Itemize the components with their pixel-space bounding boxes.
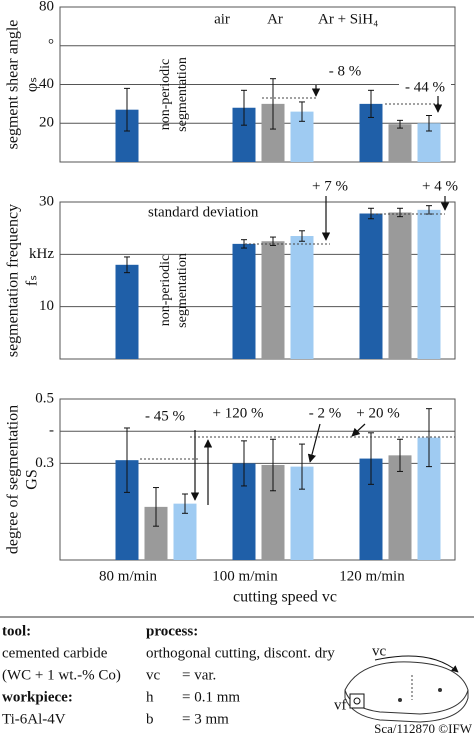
bar bbox=[290, 466, 314, 560]
annotation: standard deviation bbox=[148, 204, 259, 220]
param-value: = 3 mm bbox=[182, 711, 229, 727]
note: segmentation bbox=[175, 253, 190, 328]
annotation: - 44 % bbox=[405, 79, 445, 95]
y-tick-label: - bbox=[49, 423, 54, 439]
annotation: + 7 % bbox=[312, 178, 348, 194]
bar bbox=[115, 109, 139, 162]
bar bbox=[290, 236, 314, 359]
legend-label: Ar bbox=[267, 11, 283, 27]
bar bbox=[388, 455, 412, 560]
y-axis-label: fₛ bbox=[24, 275, 41, 286]
y-tick-label: kHz bbox=[29, 246, 54, 262]
bar bbox=[115, 264, 139, 359]
note: non-periodic bbox=[158, 255, 173, 327]
legend-label: air bbox=[214, 11, 230, 27]
bar bbox=[417, 209, 441, 359]
annotation-bg bbox=[299, 405, 351, 423]
annotation: + 120 % bbox=[213, 405, 264, 421]
bar bbox=[359, 458, 383, 560]
y-tick-label: 20 bbox=[39, 115, 54, 131]
y-tick-label: 40 bbox=[39, 76, 54, 92]
bar bbox=[232, 463, 256, 560]
bar bbox=[261, 103, 285, 162]
x-axis-label: cutting speed vc bbox=[233, 589, 337, 606]
bar bbox=[388, 124, 412, 162]
y-axis-label: φₛ bbox=[24, 77, 41, 92]
bar bbox=[144, 506, 168, 560]
process-description: orthogonal cutting, discont. dry bbox=[146, 645, 335, 661]
annotation-bg bbox=[146, 204, 268, 222]
y-tick-label: 80 bbox=[39, 0, 54, 14]
workpiece-value: Ti-6Al-4V bbox=[2, 711, 66, 727]
y-axis-label: degree of segmentation bbox=[5, 405, 22, 554]
annotation-bg bbox=[352, 405, 404, 423]
diagram-label: vc bbox=[372, 643, 387, 659]
x-tick-label: 120 m/min bbox=[339, 568, 405, 584]
tool-line: (WC + 1 wt.-% Co) bbox=[2, 667, 121, 683]
y-axis-label: GS bbox=[24, 469, 41, 489]
note: segmentation bbox=[175, 57, 190, 132]
note: non-periodic bbox=[158, 59, 173, 131]
credit: Sca/112870 ©IFW bbox=[374, 721, 473, 736]
annotation-bg bbox=[304, 178, 356, 196]
legend-label: Ar + SiH₄ bbox=[318, 11, 378, 27]
annotation: - 45 % bbox=[145, 408, 185, 424]
bar bbox=[232, 107, 256, 162]
bar bbox=[359, 213, 383, 359]
tool-line: cemented carbide bbox=[2, 645, 108, 661]
process-heading: process: bbox=[146, 623, 198, 639]
y-tick-label: 0.5 bbox=[35, 390, 54, 406]
arrow bbox=[307, 423, 321, 463]
bar bbox=[290, 111, 314, 162]
annotation-bg bbox=[399, 79, 451, 97]
bar bbox=[388, 212, 412, 359]
bar bbox=[115, 460, 139, 560]
param-name: vc bbox=[146, 667, 161, 683]
param-value: = var. bbox=[182, 667, 216, 683]
param-name: b bbox=[146, 711, 154, 727]
x-tick-label: 100 m/min bbox=[212, 568, 278, 584]
workpiece-heading: workpiece: bbox=[2, 689, 73, 705]
diagram-label: vf bbox=[334, 697, 347, 713]
annotation: - 2 % bbox=[309, 405, 342, 421]
y-axis-label: segment shear angle bbox=[5, 20, 22, 150]
y-tick-label: 0.3 bbox=[35, 455, 54, 471]
annotation-bg bbox=[139, 408, 191, 426]
annotation: + 4 % bbox=[422, 178, 458, 194]
x-tick-label: 80 m/min bbox=[99, 568, 157, 584]
y-axis-label: segmentation frequency bbox=[5, 204, 22, 357]
bar bbox=[261, 465, 285, 560]
tool-diagram bbox=[344, 655, 469, 723]
arrow bbox=[351, 423, 366, 437]
tool-heading: tool: bbox=[2, 623, 31, 639]
param-value: = 0.1 mm bbox=[182, 689, 240, 705]
bar bbox=[417, 437, 441, 560]
bar bbox=[173, 503, 197, 560]
annotation-bg bbox=[212, 405, 264, 423]
bar bbox=[417, 123, 441, 162]
y-tick-label: 10 bbox=[39, 298, 54, 314]
y-tick-label: 30 bbox=[39, 193, 54, 209]
annotation: + 20 % bbox=[356, 405, 399, 421]
annotation-bg bbox=[414, 178, 466, 196]
bar bbox=[232, 243, 256, 359]
annotation-bg bbox=[319, 63, 371, 81]
annotation: - 8 % bbox=[329, 63, 362, 79]
bar bbox=[261, 241, 285, 359]
param-name: h bbox=[146, 689, 154, 705]
y-tick-label: ° bbox=[48, 37, 54, 53]
bar bbox=[359, 103, 383, 162]
